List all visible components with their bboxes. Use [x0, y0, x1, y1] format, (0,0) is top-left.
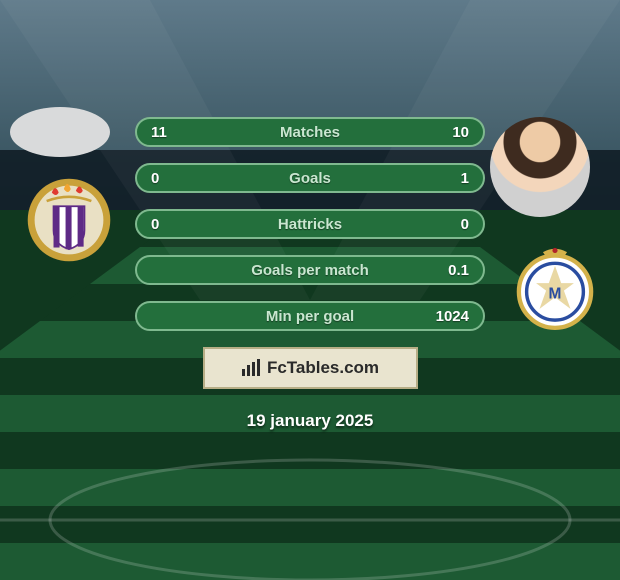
svg-text:M: M	[549, 286, 562, 303]
stat-row: 11Matches10	[135, 117, 485, 147]
player2-club-crest: M	[512, 247, 598, 333]
stat-label: Goals	[137, 170, 483, 187]
stat-label: Goals per match	[137, 262, 483, 279]
chart-icon	[241, 359, 261, 377]
stats-table: 11Matches10 0Goals1 0Hattricks0 Goals per m…	[135, 117, 485, 331]
comparison-arena: M 11Matches10 0Goals1 0Hattricks0 Goals per…	[0, 117, 620, 431]
player1-avatar	[10, 107, 110, 157]
player2-avatar	[490, 117, 590, 217]
stat-label: Matches	[137, 124, 483, 141]
stat-row: 0Hattricks0	[135, 209, 485, 239]
stat-label: Min per goal	[137, 308, 483, 325]
brand-box[interactable]: FcTables.com	[203, 347, 418, 389]
stat-row: 0Goals1	[135, 163, 485, 193]
stat-label: Hattricks	[137, 216, 483, 233]
date-label: 19 january 2025	[0, 411, 620, 431]
player1-club-crest	[26, 177, 112, 263]
stat-row: Goals per match0.1	[135, 255, 485, 285]
brand-text: FcTables.com	[267, 358, 379, 378]
stat-row: Min per goal1024	[135, 301, 485, 331]
